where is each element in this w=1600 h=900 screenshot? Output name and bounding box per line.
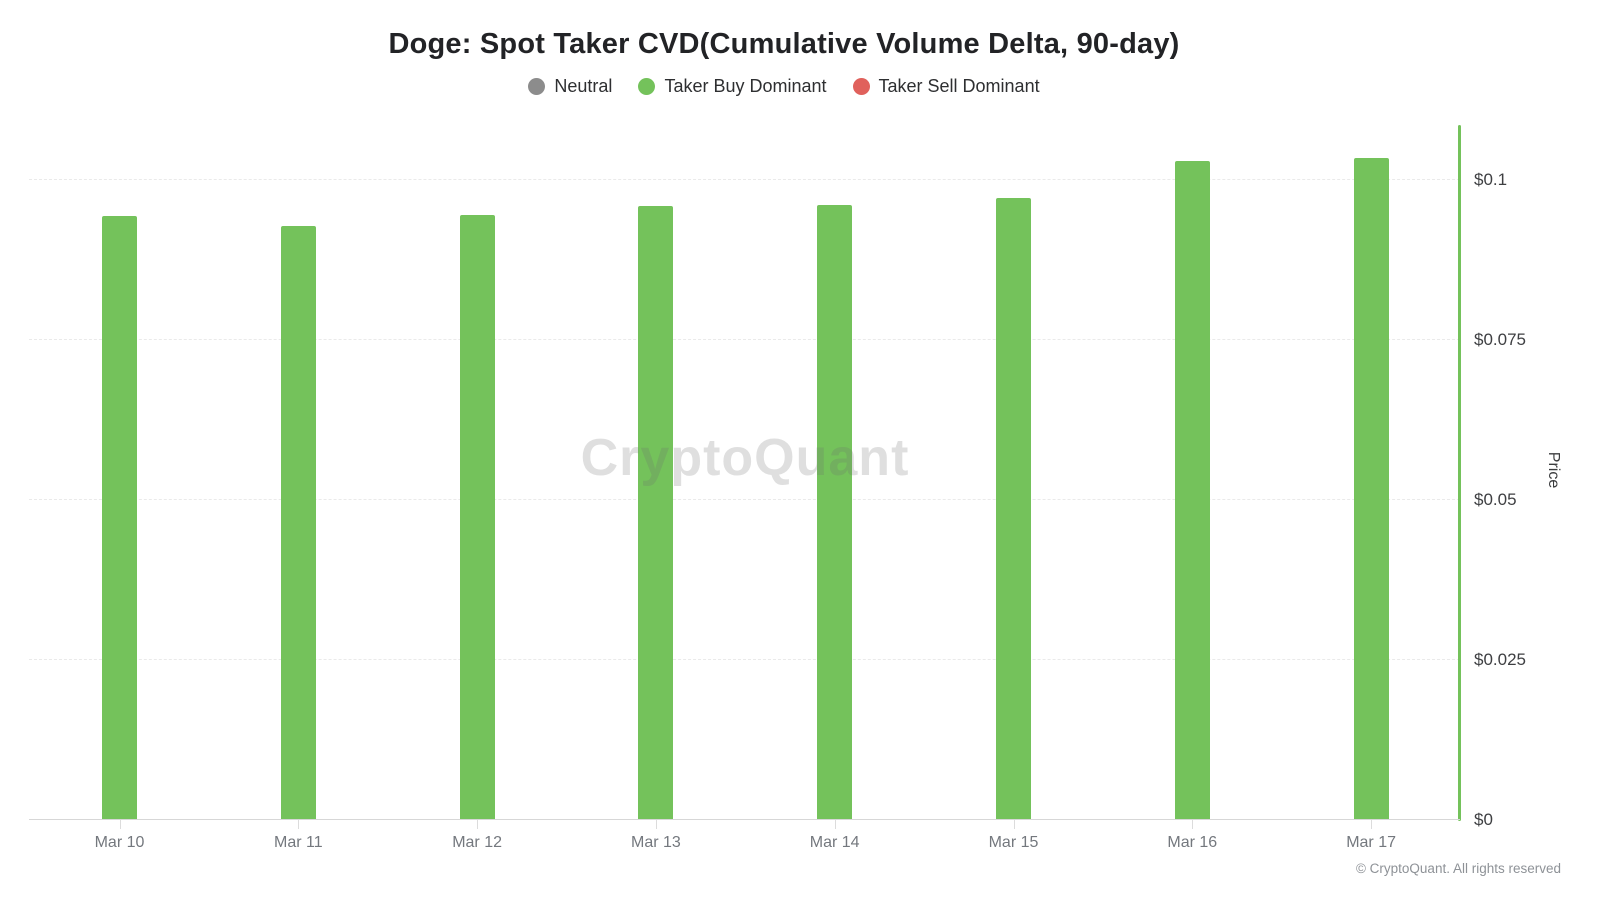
bar-mar-14[interactable] bbox=[817, 205, 853, 820]
x-axis-tick-mark bbox=[655, 820, 657, 829]
x-axis-tick-label: Mar 12 bbox=[452, 834, 502, 851]
legend-dot-icon bbox=[528, 78, 546, 95]
chart-title: Doge: Spot Taker CVD(Cumulative Volume D… bbox=[388, 28, 1180, 60]
legend-item-label: Taker Buy Dominant bbox=[664, 76, 827, 96]
bar-mar-10[interactable] bbox=[102, 216, 137, 820]
legend-item-label: Taker Sell Dominant bbox=[878, 76, 1040, 96]
x-axis-tick-mark bbox=[119, 820, 121, 829]
copyright-footer: © CryptoQuant. All rights reserved bbox=[1355, 861, 1561, 876]
x-axis-tick-mark bbox=[1013, 820, 1015, 829]
y-axis-tick-label: $0.1 bbox=[1474, 170, 1508, 189]
x-axis-tick-mark bbox=[834, 820, 836, 829]
x-axis-tick-label: Mar 14 bbox=[809, 834, 860, 851]
legend-item-label: Neutral bbox=[554, 76, 613, 96]
bar-mar-17[interactable] bbox=[1353, 158, 1389, 820]
x-axis-tick-label: Mar 16 bbox=[1167, 834, 1218, 851]
x-axis-tick-label: Mar 10 bbox=[94, 834, 145, 851]
x-axis-tick-mark bbox=[298, 820, 300, 829]
x-axis-tick-label: Mar 15 bbox=[988, 834, 1039, 851]
grid-line bbox=[29, 179, 1460, 180]
legend-item-taker-buy-dominant[interactable]: Taker Buy Dominant bbox=[638, 76, 827, 97]
legend-item-taker-sell-dominant[interactable]: Taker Sell Dominant bbox=[852, 76, 1040, 97]
price-axis-line bbox=[1458, 125, 1461, 821]
grid-line bbox=[29, 659, 1460, 660]
y-axis-tick-label: $0.075 bbox=[1474, 330, 1526, 349]
bar-mar-11[interactable] bbox=[280, 226, 316, 820]
x-axis-tick-mark bbox=[477, 820, 479, 829]
bar-mar-13[interactable] bbox=[638, 206, 674, 820]
grid-line bbox=[29, 339, 1460, 340]
x-axis-tick-label: Mar 11 bbox=[273, 834, 323, 851]
x-axis-tick-label: Mar 13 bbox=[630, 834, 681, 851]
legend-item-neutral[interactable]: Neutral bbox=[528, 76, 612, 97]
legend-dot-icon bbox=[638, 78, 656, 95]
y-axis-tick-label: $0 bbox=[1474, 810, 1493, 829]
x-axis-tick-mark bbox=[1371, 820, 1373, 829]
bar-mar-12[interactable] bbox=[459, 215, 495, 820]
legend-dot-icon bbox=[852, 78, 870, 95]
bar-mar-15[interactable] bbox=[996, 198, 1031, 820]
bar-mar-16[interactable] bbox=[1174, 161, 1210, 820]
x-axis-tick-label: Mar 17 bbox=[1346, 834, 1396, 851]
y-axis-title: Price bbox=[1545, 451, 1562, 489]
chart-legend: Neutral Taker Buy Dominant Taker Sell Domi… bbox=[0, 76, 1568, 97]
grid-line bbox=[29, 499, 1460, 500]
y-axis-tick-label: $0.025 bbox=[1474, 650, 1526, 669]
x-axis-tick-mark bbox=[1192, 820, 1194, 829]
x-axis-line bbox=[29, 819, 1460, 820]
y-axis-tick-label: $0.05 bbox=[1474, 490, 1517, 509]
cryptoquant-watermark: CryptoQuant bbox=[580, 429, 910, 487]
